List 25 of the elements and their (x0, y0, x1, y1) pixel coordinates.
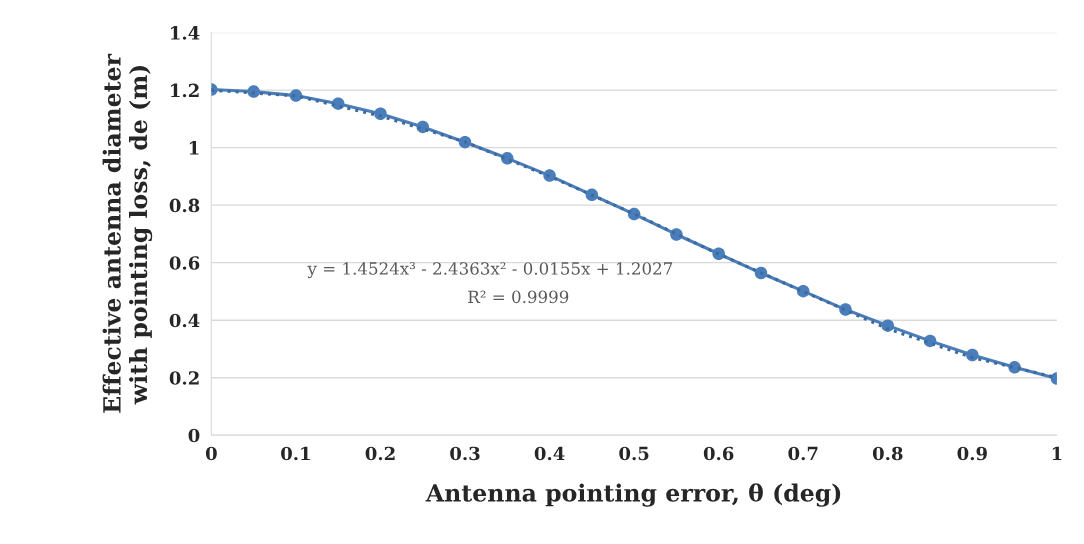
y-tick-label: 0.8 (169, 198, 200, 213)
point (458, 135, 472, 149)
y-tick-label: 0 (188, 428, 200, 443)
x-tick-label: 0.2 (365, 446, 395, 461)
y-tick-label: 0.6 (169, 256, 200, 270)
y-axis-title: Effective antenna diameter with pointing loss, de (m) (102, 53, 153, 413)
x-tick-label: 0.3 (450, 446, 480, 461)
x-tick-label: 0.6 (703, 446, 734, 461)
annotation: y = 1.4524x³ - 2.4363x² - 0.0155x + 1.2027 (307, 262, 673, 279)
x-tick-label: 0.1 (281, 446, 310, 461)
x-tick-label: 0 (205, 446, 217, 461)
y-tick-label: 0.4 (169, 313, 200, 328)
y-tick-label: 1 (189, 141, 199, 155)
x-axis-title: Antenna pointing error, θ (deg) (425, 483, 841, 507)
x-tick-label: 0.7 (788, 446, 818, 461)
y-tick-label: 0.2 (169, 371, 199, 385)
annotation: R² = 0.9999 (468, 290, 569, 304)
point (881, 319, 895, 332)
y-tick-label: 1.2 (171, 83, 199, 98)
x-tick-label: 0.5 (619, 446, 649, 461)
y-tick-label: 1.4 (171, 26, 200, 40)
x-tick-label: 1 (1052, 446, 1062, 461)
x-tick-label: 0.9 (957, 446, 987, 461)
x-tick-label: 0.8 (872, 446, 903, 461)
x-tick-label: 0.4 (534, 446, 565, 461)
